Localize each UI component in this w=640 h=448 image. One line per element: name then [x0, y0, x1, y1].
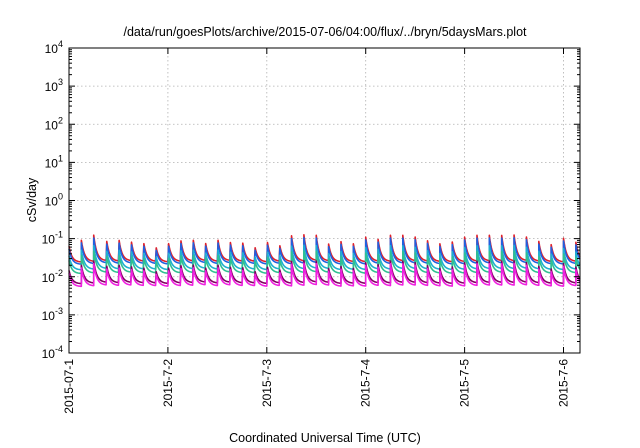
y-tick-label: 100 [45, 192, 63, 209]
grid [69, 48, 580, 353]
x-tick-label: 2015-7-6 [557, 359, 571, 407]
y-tick-label: 101 [45, 153, 63, 170]
x-tick-label: 2015-7-4 [359, 359, 373, 407]
y-tick-label: 102 [45, 115, 63, 132]
y-axis-label: cSv/day [25, 177, 39, 222]
y-tick-label: 10-1 [42, 230, 63, 247]
y-tick-labels: 10-4 10-3 10-2 10-1 100 101 102 103 104 [42, 39, 63, 361]
y-tick-label: 10-4 [42, 344, 63, 361]
series-lines [68, 234, 581, 288]
series-line-6 [68, 262, 581, 288]
x-tick-label: 2015-7-3 [260, 359, 274, 407]
x-tick-label: 2015-7-2 [161, 359, 175, 407]
x-tick-label: 2015-7-5 [458, 359, 472, 407]
y-tick-label: 104 [45, 39, 63, 56]
y-tick-label: 103 [45, 77, 63, 94]
x-tick-label: 2015-07-1 [62, 359, 76, 414]
x-tick-labels: 2015-07-1 2015-7-2 2015-7-3 2015-7-4 2015-7-… [62, 359, 571, 414]
series-line-4 [68, 250, 581, 275]
y-tick-label: 10-3 [42, 306, 63, 323]
axis-ticks [68, 47, 580, 354]
chart-title: /data/run/goesPlots/archive/2015-07-06/0… [123, 25, 527, 39]
x-axis-label: Coordinated Universal Time (UTC) [229, 431, 421, 445]
y-tick-label: 10-2 [42, 268, 63, 285]
